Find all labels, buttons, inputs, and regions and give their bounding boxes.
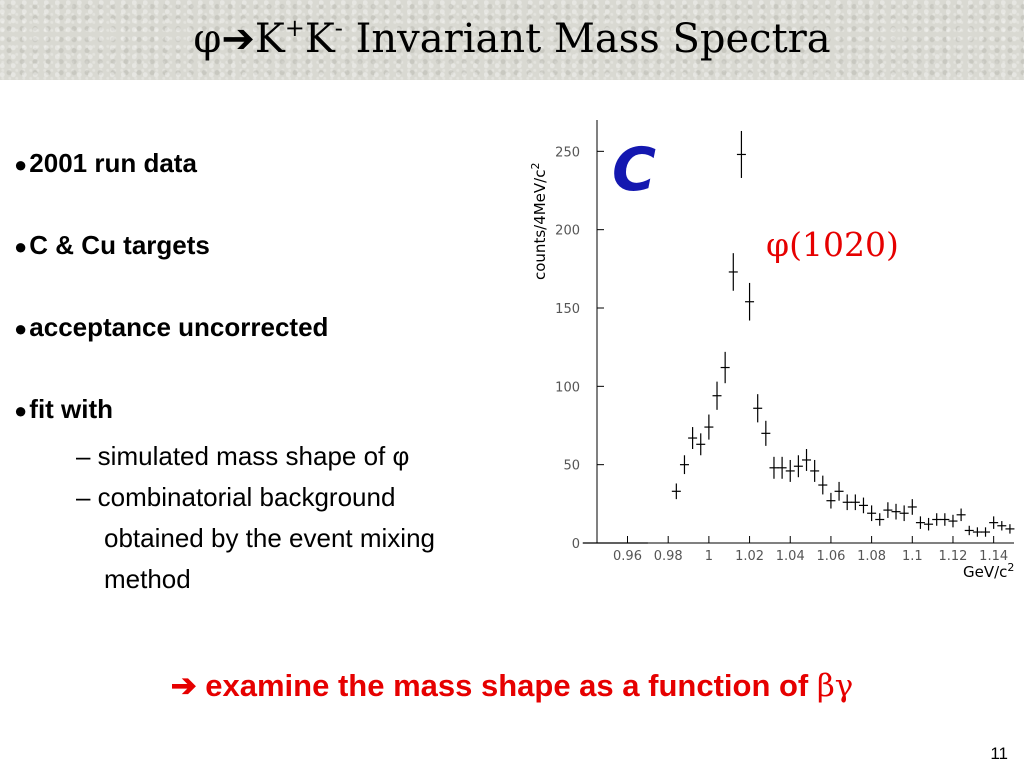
x-tick-label: 1.04 (776, 549, 805, 564)
slide-title: φ➔K+K- Invariant Mass Spectra (193, 14, 831, 62)
y-tick-label: 250 (555, 145, 580, 160)
data-point (867, 505, 877, 522)
y-tick-label: 150 (555, 302, 580, 317)
data-point (932, 513, 942, 526)
data-point (899, 505, 909, 522)
bullet-item: ●fit with (14, 394, 534, 436)
bullet-marker: ● (14, 398, 28, 423)
data-point (688, 427, 698, 449)
y-tick-label: 50 (563, 459, 580, 474)
bullet-item: ●2001 run data (14, 148, 534, 230)
data-point (761, 420, 771, 446)
data-point (810, 459, 820, 482)
beta-gamma-symbol: βγ (816, 668, 854, 704)
sub-bullet-item: – combinatorial background (76, 482, 396, 512)
x-tick-label: 1.08 (857, 549, 886, 564)
data-point (981, 527, 991, 537)
data-point (671, 483, 681, 500)
data-point (728, 253, 738, 291)
data-point (875, 513, 885, 526)
bullet-list: ●2001 run data ●C & Cu targets ●acceptan… (14, 148, 534, 600)
data-point (834, 481, 844, 501)
data-point (704, 414, 714, 440)
data-point (891, 503, 901, 520)
data-point (720, 351, 730, 384)
data-point (850, 494, 860, 511)
data-point (858, 497, 868, 514)
axis-ticks: 0 50 100 150 200 250 0.96 0.98 1 1.02 1.04 1.06 1.08… (555, 145, 1008, 564)
data-point (736, 130, 746, 178)
data-point (696, 433, 706, 456)
conclusion-text: ➔ examine the mass shape as a function o… (170, 668, 854, 704)
x-tick-label: 0.98 (654, 549, 683, 564)
data-point (842, 494, 852, 511)
x-tick-label: 1.1 (902, 549, 923, 564)
data-point (924, 517, 934, 531)
data-point (948, 514, 958, 528)
x-tick-label: 1.14 (979, 549, 1008, 564)
data-point (818, 475, 828, 495)
data-point (777, 456, 787, 479)
data-point (964, 525, 974, 536)
data-point (956, 508, 966, 522)
panel-label: C (612, 135, 656, 205)
data-point (1005, 524, 1015, 534)
y-axis-title: counts/4MeV/c2 (529, 163, 549, 280)
x-axis-title: GeV/c2 (963, 561, 1014, 581)
data-point (712, 381, 722, 410)
bullet-text: C & Cu targets (29, 230, 210, 260)
y-tick-label: 100 (555, 380, 580, 395)
data-point (907, 499, 917, 515)
data-point (785, 459, 795, 482)
sub-bullet-continuation: obtained by the event mixing (104, 523, 435, 553)
x-tick-label: 1.02 (735, 549, 764, 564)
bullet-text: fit with (29, 394, 114, 424)
x-tick-label: 0.96 (613, 549, 642, 564)
data-point (972, 527, 982, 537)
data-point (753, 394, 763, 423)
data-point (769, 456, 779, 479)
bullet-marker: ● (14, 152, 28, 177)
y-tick-label: 0 (572, 537, 580, 552)
data-point (915, 516, 925, 529)
data-point (802, 449, 812, 471)
y-tick-label: 200 (555, 224, 580, 239)
data-point (883, 502, 893, 518)
data-points (582, 130, 1015, 544)
x-tick-label: 1 (705, 549, 713, 564)
data-point (793, 455, 803, 478)
data-point (997, 521, 1007, 531)
data-point (679, 455, 689, 475)
bullet-text: acceptance uncorrected (29, 312, 329, 342)
peak-annotation: φ(1020) (766, 225, 899, 264)
data-point (745, 282, 755, 321)
bullet-text: 2001 run data (29, 148, 197, 178)
x-tick-label: 1.06 (816, 549, 845, 564)
bullet-item: ●acceptance uncorrected (14, 312, 534, 394)
data-point (826, 492, 836, 509)
x-tick-label: 1.12 (938, 549, 967, 564)
bullet-marker: ● (14, 316, 28, 341)
page-number: 11 (990, 744, 1008, 763)
bullet-item: ●C & Cu targets (14, 230, 534, 312)
sub-bullet-continuation: method (104, 564, 191, 594)
data-point (940, 513, 950, 526)
sub-bullet-item: – simulated mass shape of φ (76, 441, 410, 471)
bullet-marker: ● (14, 234, 28, 259)
title-bar (0, 0, 1024, 80)
data-point (989, 516, 999, 529)
